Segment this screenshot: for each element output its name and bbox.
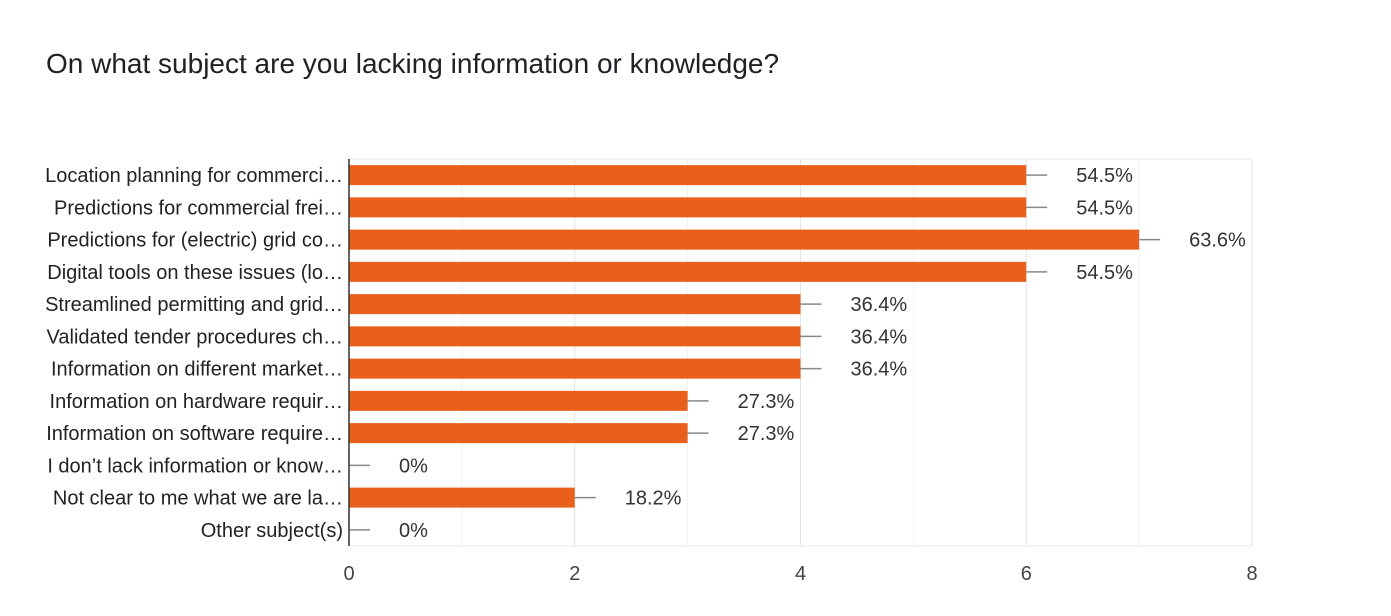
bar bbox=[349, 487, 575, 508]
data-label: 54.5% bbox=[1076, 262, 1133, 284]
data-label: 36.4% bbox=[851, 294, 908, 316]
data-label: 0% bbox=[399, 455, 428, 477]
labels: 0 2 4 6 8 54.5% Location planning for commerci… bbox=[45, 165, 1257, 585]
category-label: Not clear to me what we are la… bbox=[53, 488, 343, 510]
data-label: 36.4% bbox=[851, 326, 908, 348]
bar bbox=[349, 358, 801, 379]
bar bbox=[349, 229, 1140, 250]
category-label: Other subject(s) bbox=[201, 520, 343, 542]
bar bbox=[349, 326, 801, 347]
bar bbox=[349, 261, 1027, 282]
chart-title: On what subject are you lacking informat… bbox=[46, 48, 780, 79]
x-tick-label: 6 bbox=[1021, 563, 1032, 585]
category-label: Streamlined permitting and grid… bbox=[45, 294, 343, 316]
data-label: 63.6% bbox=[1189, 230, 1246, 252]
x-tick-label: 4 bbox=[795, 563, 806, 585]
category-label: Predictions for (electric) grid co… bbox=[47, 230, 343, 252]
bar bbox=[349, 294, 801, 315]
category-label: Digital tools on these issues (lo… bbox=[47, 262, 343, 284]
data-label: 36.4% bbox=[851, 359, 908, 381]
gridlines bbox=[349, 158, 1253, 547]
category-label: Validated tender procedures ch… bbox=[47, 326, 343, 348]
category-label: Information on software require… bbox=[46, 423, 343, 445]
bar bbox=[349, 197, 1027, 218]
data-label: 54.5% bbox=[1076, 165, 1133, 187]
bar bbox=[349, 423, 688, 444]
category-label: Information on hardware requir… bbox=[50, 391, 343, 413]
data-label: 0% bbox=[399, 520, 428, 542]
data-label: 54.5% bbox=[1076, 197, 1133, 219]
bar bbox=[349, 165, 1027, 186]
category-label: Information on different market… bbox=[51, 359, 343, 381]
data-label: 27.3% bbox=[738, 391, 795, 413]
category-label: Predictions for commercial frei… bbox=[54, 197, 343, 219]
data-label: 27.3% bbox=[738, 423, 795, 445]
bar bbox=[349, 390, 688, 411]
bars bbox=[349, 165, 1161, 531]
category-label: I don’t lack information or know… bbox=[47, 455, 343, 477]
x-tick-label: 0 bbox=[343, 563, 354, 585]
x-tick-label: 8 bbox=[1246, 563, 1257, 585]
x-tick-label: 2 bbox=[569, 563, 580, 585]
category-label: Location planning for commerci… bbox=[45, 165, 343, 187]
data-label: 18.2% bbox=[625, 488, 682, 510]
